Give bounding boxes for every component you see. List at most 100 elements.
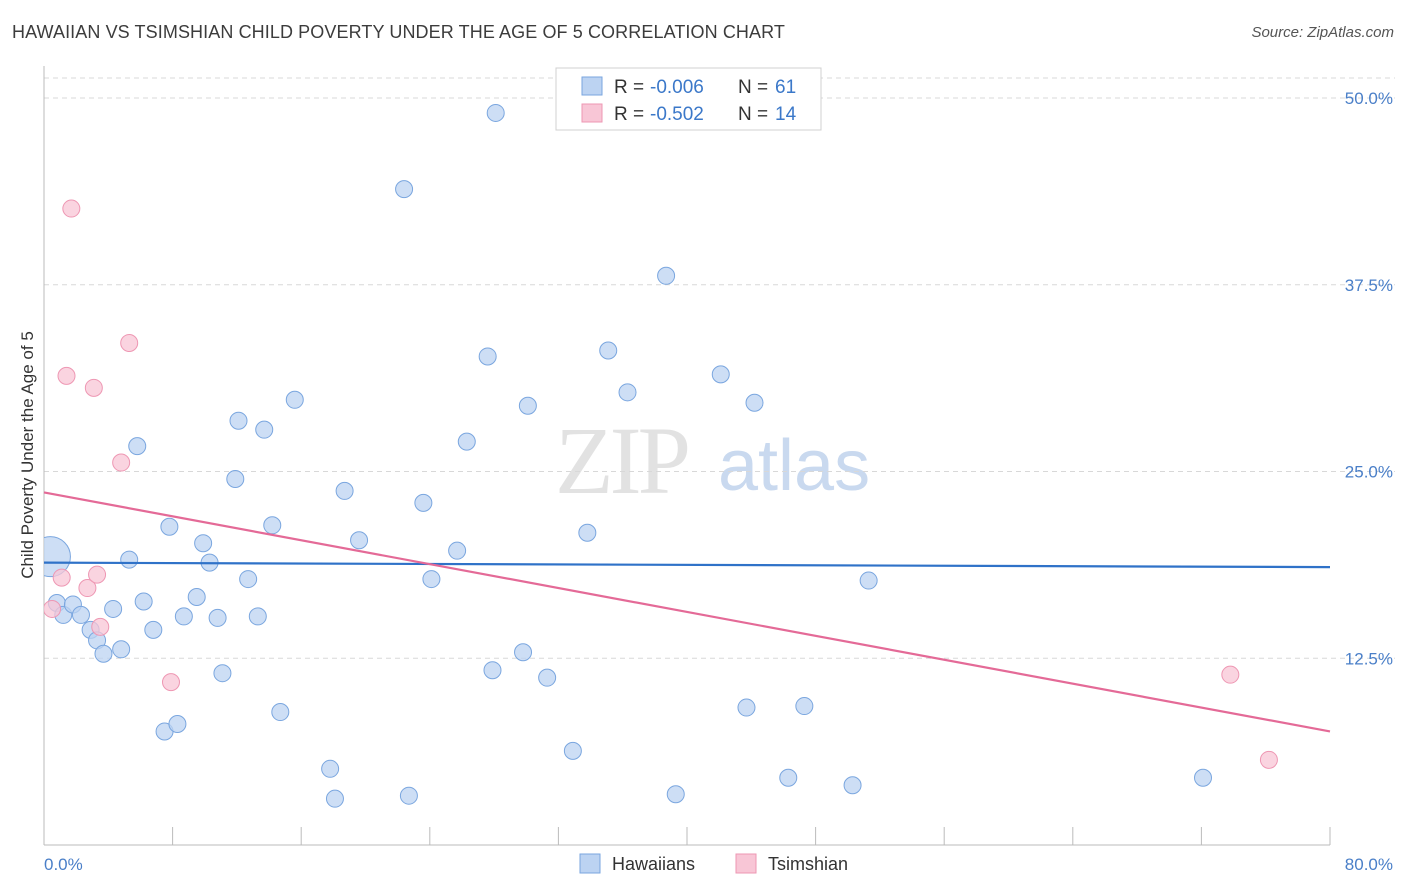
x-tick-label-max: 80.0% xyxy=(1345,855,1393,874)
point-hawaiians-33 xyxy=(335,481,354,500)
point-hawaiians-4 xyxy=(71,605,90,624)
legend-n-value-1: 61 xyxy=(775,77,796,98)
point-hawaiians-44 xyxy=(514,643,533,662)
point-hawaiians-11 xyxy=(128,437,147,456)
point-hawaiians-13 xyxy=(144,620,163,639)
legend-r-label-2: R = xyxy=(614,104,644,125)
point-hawaiians-24 xyxy=(229,411,248,430)
point-tsimshian-6 xyxy=(88,565,107,584)
point-hawaiians-40 xyxy=(457,432,476,451)
point-hawaiians-15 xyxy=(160,517,179,536)
point-hawaiians-28 xyxy=(263,516,282,535)
point-hawaiians-16 xyxy=(168,714,187,733)
point-hawaiians-39 xyxy=(448,541,467,560)
legend-swatch-tsimshian xyxy=(581,103,603,123)
point-tsimshian-2 xyxy=(57,366,76,385)
point-hawaiians-31 xyxy=(321,759,340,778)
point-tsimshian-0 xyxy=(44,599,62,618)
data-points xyxy=(44,103,1278,808)
point-hawaiians-47 xyxy=(563,741,582,760)
point-tsimshian-4 xyxy=(78,579,97,598)
y-axis-label: Child Poverty Under the Age of 5 xyxy=(18,331,37,579)
point-tsimshian-9 xyxy=(120,334,139,353)
chart-title: HAWAIIAN VS TSIMSHIAN CHILD POVERTY UNDE… xyxy=(12,22,786,42)
point-tsimshian-7 xyxy=(91,617,110,636)
point-hawaiians-12 xyxy=(134,592,153,611)
trend-line-tsimshian xyxy=(43,491,1331,733)
trend-line-hawaiians xyxy=(43,561,1331,569)
point-hawaiians-30 xyxy=(285,390,304,409)
point-hawaiians-36 xyxy=(399,786,418,805)
point-hawaiians-58 xyxy=(843,776,862,795)
y-tick-label-1: 25.0% xyxy=(1345,463,1393,482)
point-tsimshian-11 xyxy=(1221,665,1240,684)
point-hawaiians-34 xyxy=(350,531,369,550)
point-hawaiians-50 xyxy=(618,383,637,402)
point-tsimshian-1 xyxy=(52,568,71,587)
point-hawaiians-45 xyxy=(518,396,537,415)
tick-labels: 12.5% 25.0% 37.5% 50.0% 0.0% 80.0% xyxy=(44,89,1393,874)
point-tsimshian-3 xyxy=(62,199,81,218)
legend-box: R = -0.006 N = 61 R = -0.502 N = 14 xyxy=(555,67,822,131)
point-hawaiians-43 xyxy=(486,103,505,122)
legend-n-label-2: N = xyxy=(738,104,768,125)
point-hawaiians-17 xyxy=(174,607,193,626)
series-legend: Hawaiians Tsimshian xyxy=(579,853,848,874)
point-tsimshian-5 xyxy=(84,378,103,397)
legend-n-label-1: N = xyxy=(738,77,768,98)
point-hawaiians-25 xyxy=(239,570,258,589)
series-legend-swatch-hawaiians xyxy=(579,853,601,874)
point-hawaiians-56 xyxy=(779,768,798,787)
legend-swatch-hawaiians xyxy=(581,76,603,96)
point-hawaiians-46 xyxy=(538,668,557,687)
trend-lines xyxy=(43,491,1331,733)
point-hawaiians-57 xyxy=(795,697,814,716)
point-hawaiians-8 xyxy=(104,599,123,618)
point-hawaiians-23 xyxy=(226,469,245,488)
point-hawaiians-53 xyxy=(711,365,730,384)
point-hawaiians-51 xyxy=(657,266,676,285)
series-legend-label-tsimshian: Tsimshian xyxy=(768,854,848,874)
point-hawaiians-42 xyxy=(483,661,502,680)
point-hawaiians-32 xyxy=(325,789,344,808)
point-tsimshian-10 xyxy=(161,673,180,692)
point-hawaiians-9 xyxy=(112,640,131,659)
series-legend-label-hawaiians: Hawaiians xyxy=(612,854,695,874)
legend-r-value-1: -0.006 xyxy=(650,77,704,98)
y-tick-label-2: 37.5% xyxy=(1345,276,1393,295)
point-hawaiians-18 xyxy=(187,587,206,606)
point-hawaiians-19 xyxy=(194,534,213,553)
point-hawaiians-38 xyxy=(422,570,441,589)
axes xyxy=(43,66,1331,846)
point-hawaiians-27 xyxy=(255,420,274,439)
point-hawaiians-49 xyxy=(599,341,618,360)
point-hawaiians-35 xyxy=(395,180,414,199)
point-hawaiians-55 xyxy=(745,393,764,412)
point-hawaiians-48 xyxy=(578,523,597,542)
point-hawaiians-59 xyxy=(859,571,878,590)
point-hawaiians-10 xyxy=(120,550,139,569)
series-legend-swatch-tsimshian xyxy=(735,853,757,874)
point-hawaiians-41 xyxy=(478,347,497,366)
legend-r-value-2: -0.502 xyxy=(650,104,704,125)
point-hawaiians-54 xyxy=(737,698,756,717)
point-hawaiians-29 xyxy=(271,703,290,722)
watermark-atlas: atlas xyxy=(718,426,870,506)
point-hawaiians-37 xyxy=(414,493,433,512)
watermark-zip: ZIP xyxy=(555,407,688,514)
source-credit: Source: ZipAtlas.com xyxy=(1251,24,1394,41)
point-hawaiians-7 xyxy=(94,644,113,663)
legend-r-label-1: R = xyxy=(614,77,644,98)
point-hawaiians-21 xyxy=(208,608,227,627)
point-tsimshian-8 xyxy=(112,453,131,472)
point-hawaiians-26 xyxy=(248,607,267,626)
legend-n-value-2: 14 xyxy=(775,104,797,125)
y-tick-label-3: 50.0% xyxy=(1345,89,1393,108)
y-tick-label-0: 12.5% xyxy=(1345,649,1393,668)
point-hawaiians-0 xyxy=(44,536,71,578)
point-hawaiians-22 xyxy=(213,664,232,683)
x-tick-label-min: 0.0% xyxy=(44,855,83,874)
point-hawaiians-52 xyxy=(666,785,685,804)
point-tsimshian-12 xyxy=(1259,750,1278,769)
